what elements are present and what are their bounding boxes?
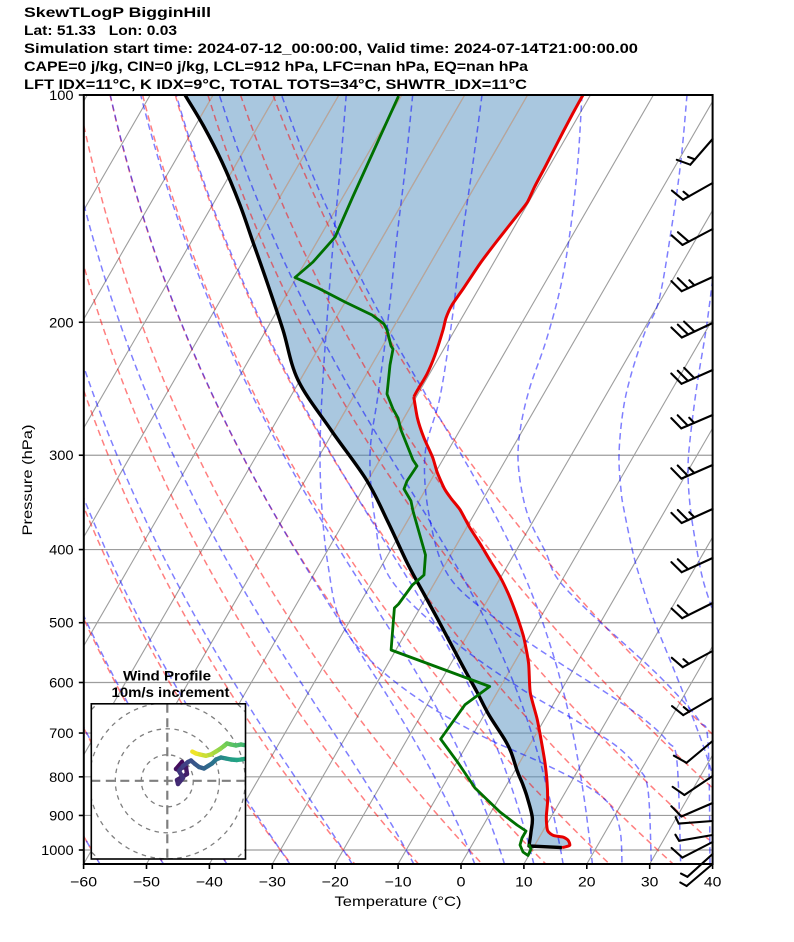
svg-text:40: 40: [704, 874, 722, 890]
svg-text:Wind Profile: Wind Profile: [123, 668, 211, 684]
svg-text:400: 400: [49, 542, 74, 558]
svg-text:−50: −50: [133, 874, 160, 890]
svg-text:Lat: 51.33 Lon: 0.03: Lat: 51.33 Lon: 0.03: [24, 22, 177, 38]
svg-text:−10: −10: [385, 874, 412, 890]
svg-text:−20: −20: [322, 874, 349, 890]
svg-text:10: 10: [515, 874, 533, 890]
svg-text:500: 500: [49, 615, 74, 631]
svg-text:300: 300: [49, 447, 74, 463]
svg-text:Pressure (hPa): Pressure (hPa): [19, 425, 35, 536]
svg-text:20: 20: [578, 874, 596, 890]
svg-text:−30: −30: [259, 874, 286, 890]
svg-text:LFT IDX=11°C, K IDX=9°C, TOTAL: LFT IDX=11°C, K IDX=9°C, TOTAL TOTS=34°C…: [24, 76, 527, 92]
svg-text:200: 200: [49, 314, 74, 330]
svg-text:1000: 1000: [41, 842, 74, 858]
svg-text:Simulation start time: 2024-07: Simulation start time: 2024-07-12_00:00:…: [24, 40, 638, 56]
svg-text:800: 800: [49, 769, 74, 785]
svg-text:Temperature (°C): Temperature (°C): [335, 893, 462, 909]
svg-text:700: 700: [49, 725, 74, 741]
svg-text:600: 600: [49, 675, 74, 691]
svg-text:900: 900: [49, 807, 74, 823]
svg-text:0: 0: [457, 874, 466, 890]
svg-text:−40: −40: [196, 874, 223, 890]
svg-text:30: 30: [641, 874, 659, 890]
svg-text:−60: −60: [70, 874, 97, 890]
svg-text:CAPE=0 j/kg, CIN=0 j/kg, LCL=9: CAPE=0 j/kg, CIN=0 j/kg, LCL=912 hPa, LF…: [24, 58, 528, 74]
svg-text:SkewTLogP BigginHill: SkewTLogP BigginHill: [24, 4, 211, 20]
svg-text:10m/s increment: 10m/s increment: [112, 684, 230, 700]
